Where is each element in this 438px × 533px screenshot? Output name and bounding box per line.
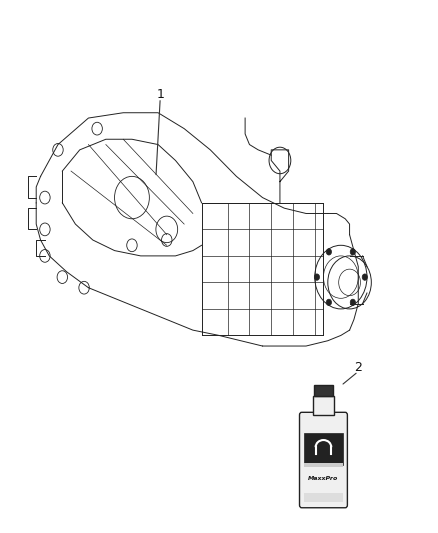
Circle shape — [314, 274, 320, 280]
Text: 1: 1 — [156, 87, 164, 101]
Circle shape — [326, 249, 332, 255]
Circle shape — [350, 249, 356, 255]
Circle shape — [326, 299, 332, 305]
FancyBboxPatch shape — [300, 413, 347, 508]
Circle shape — [350, 299, 356, 305]
Bar — [314, 385, 333, 397]
Circle shape — [362, 274, 367, 280]
Bar — [313, 397, 334, 415]
Bar — [304, 433, 343, 465]
Text: MaxxPro: MaxxPro — [308, 476, 339, 481]
Bar — [304, 463, 343, 467]
Text: 2: 2 — [354, 361, 362, 374]
Bar — [304, 493, 343, 503]
